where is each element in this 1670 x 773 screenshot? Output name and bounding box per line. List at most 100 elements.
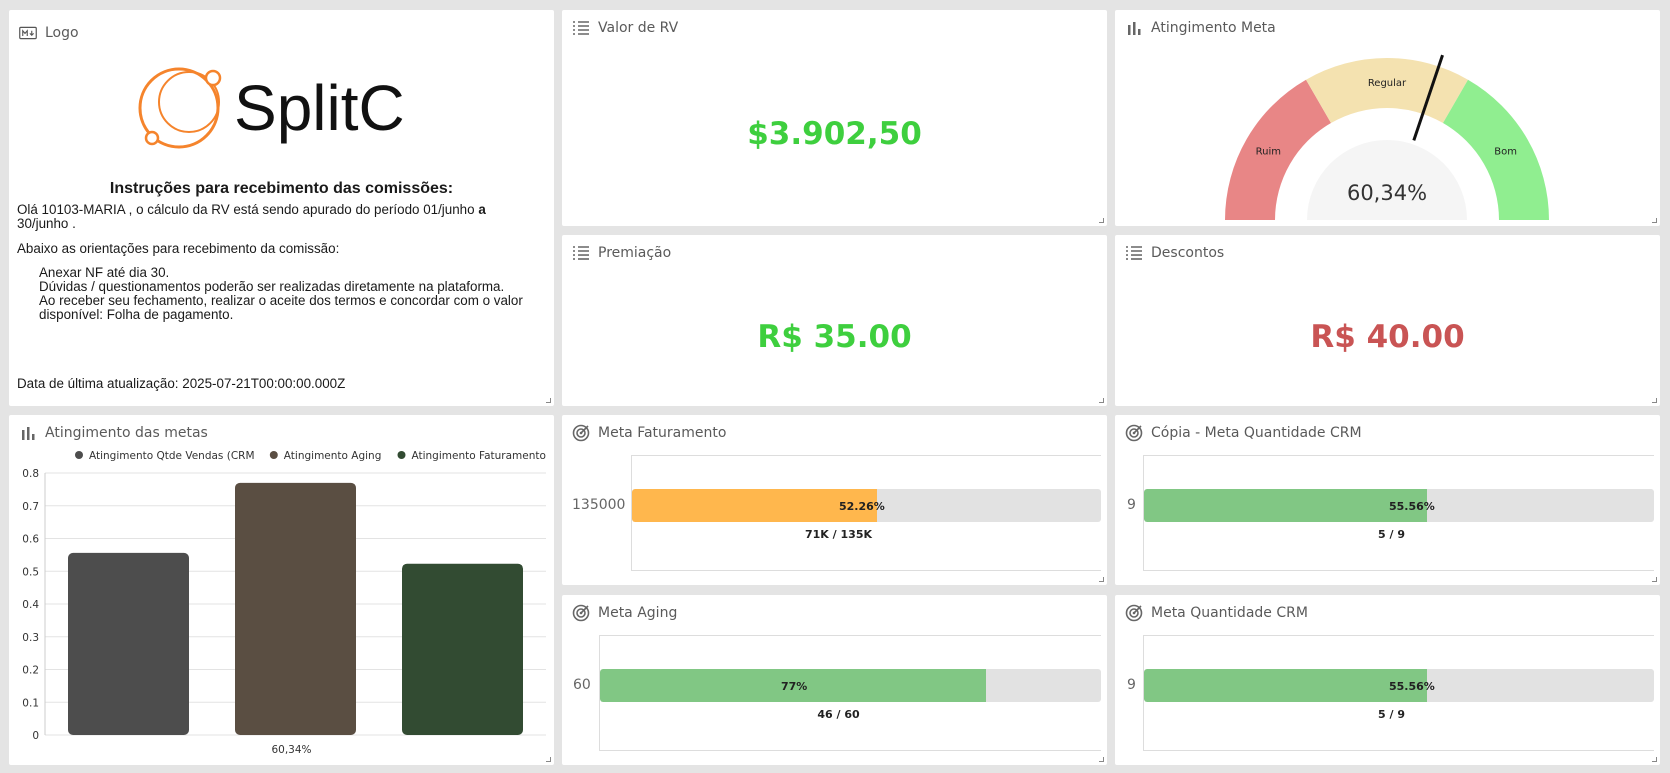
y-tick-label: 0.8 — [22, 468, 39, 480]
last-update-text: Data de última atualização: 2025-07-21T0… — [17, 376, 346, 391]
card-header: Atingimento Meta — [1125, 18, 1276, 38]
y-tick-label: 0.6 — [22, 534, 39, 546]
markdown-icon — [19, 24, 37, 42]
copia-meta-crm-card: Cópia - Meta Quantidade CRM 9 55.56% 5 /… — [1115, 415, 1660, 585]
descontos-value: R$ 40.00 — [1310, 319, 1465, 355]
bar-2 — [235, 482, 356, 735]
resize-handle[interactable] — [1099, 757, 1104, 762]
resize-handle[interactable] — [546, 757, 551, 762]
card-header: Premiação — [572, 243, 671, 263]
axis-line — [599, 635, 600, 750]
resize-handle[interactable] — [1652, 577, 1657, 582]
copia-meta-crm-title: Cópia - Meta Quantidade CRM — [1151, 425, 1362, 441]
instructions-title: Instruções para recebimento das comissõe… — [109, 180, 454, 197]
card-header: Cópia - Meta Quantidade CRM — [1125, 423, 1362, 443]
gauge-title: Atingimento Meta — [1151, 20, 1276, 36]
bar-chart: 0 0.1 0.2 0.3 0.4 0.5 0.6 0.7 0.8 Atingimento Qtd… — [22, 450, 546, 756]
legend-label: Atingimento Qtde Vendas (CRM — [89, 450, 255, 462]
resize-handle[interactable] — [1099, 218, 1104, 223]
list-icon — [572, 19, 590, 37]
descontos-title: Descontos — [1151, 245, 1225, 261]
valor-rv-value: $3.902,50 — [747, 116, 922, 152]
resize-handle[interactable] — [546, 398, 551, 403]
resize-handle[interactable] — [1652, 757, 1657, 762]
y-tick-label: 0.1 — [22, 697, 39, 709]
card-header: Meta Faturamento — [572, 423, 726, 443]
progress-track — [1144, 669, 1654, 702]
resize-handle[interactable] — [1652, 218, 1657, 223]
brand-wordmark: SplitC — [234, 72, 405, 144]
bar-chart-icon — [19, 424, 37, 442]
card-header: Meta Aging — [572, 603, 677, 623]
splitc-logo: SplitC — [134, 58, 424, 158]
legend-label: Atingimento Faturamento — [412, 450, 546, 462]
list-icon — [572, 244, 590, 262]
intro-a: a — [478, 202, 486, 217]
axis-line — [1143, 635, 1144, 750]
legend-dot — [269, 451, 278, 459]
x-axis-label: 60,34% — [271, 744, 311, 756]
axis-line — [1143, 570, 1654, 571]
y-tick-label: 0.5 — [22, 566, 39, 578]
instruction-list: Anexar NF até dia 30. Dúvidas / question… — [17, 266, 526, 322]
axis-line — [599, 635, 1101, 636]
goal-label: 135000 — [572, 497, 626, 513]
progress-subtitle: 46 / 60 — [817, 708, 860, 721]
legend-dot — [75, 451, 83, 459]
meta-faturamento-title: Meta Faturamento — [598, 425, 727, 441]
intro-text: Olá 10103-MARIA , o cálculo da RV está s… — [17, 202, 475, 217]
bar-chart-card: Atingimento das metas 0 0.1 0.2 0.3 0.4 0.5 0.… — [9, 415, 554, 765]
axis-line — [1143, 750, 1654, 751]
progress-subtitle: 71K / 135K — [805, 528, 872, 541]
progress-fill — [632, 489, 877, 522]
instructions-body: Olá 10103-MARIA , o cálculo da RV está s… — [17, 203, 526, 322]
gauge-card: Atingimento Meta Ruim Regular Bom 60,34% — [1115, 10, 1660, 226]
gauge-needle — [1412, 54, 1444, 141]
progress-percent: 55.56% — [1389, 680, 1435, 693]
valor-rv-card: Valor de RV $3.902,50 — [562, 10, 1107, 226]
goal-label: 60 — [573, 677, 591, 693]
y-tick-label: 0 — [32, 730, 39, 742]
progress-track — [632, 489, 1101, 522]
legend-label: Atingimento Aging — [284, 450, 382, 462]
resize-handle[interactable] — [1099, 398, 1104, 403]
meta-aging-card: Meta Aging 60 77% 46 / 60 — [562, 595, 1107, 765]
logo-card-header: Logo — [19, 23, 79, 43]
axis-line — [1143, 455, 1144, 570]
target-icon — [572, 424, 590, 442]
meta-crm-card: Meta Quantidade CRM 9 55.56% 5 / 9 — [1115, 595, 1660, 765]
progress-percent: 55.56% — [1389, 500, 1435, 513]
progress-fill — [1144, 489, 1427, 522]
goal-label: 9 — [1127, 497, 1136, 513]
list-item: Dúvidas / questionamentos poderão ser re… — [39, 279, 505, 294]
target-icon — [1125, 604, 1143, 622]
legend-dot — [397, 451, 406, 459]
axis-line — [631, 455, 1101, 456]
logo-card-title: Logo — [45, 25, 79, 41]
y-tick-label: 0.4 — [22, 599, 39, 611]
intro-paragraph: Olá 10103-MARIA , o cálculo da RV está s… — [17, 203, 526, 231]
progress-subtitle: 5 / 9 — [1378, 528, 1405, 541]
gauge-value: 60,34% — [1347, 181, 1427, 205]
resize-handle[interactable] — [1652, 398, 1657, 403]
gauge-segment-label: Bom — [1494, 147, 1517, 158]
progress-percent: 52.26% — [839, 500, 885, 513]
card-header: Atingimento das metas — [19, 423, 208, 443]
meta-aging-title: Meta Aging — [598, 605, 678, 621]
y-tick-label: 0.7 — [22, 501, 39, 513]
y-tick-label: 0.2 — [22, 665, 39, 677]
gauge-segment-regular — [1306, 58, 1468, 124]
premiacao-card: Premiação R$ 35.00 — [562, 235, 1107, 406]
gauge-center — [1307, 140, 1467, 220]
valor-rv-title: Valor de RV — [598, 20, 679, 36]
gauge-chart: Ruim Regular Bom 60,34% — [1225, 54, 1549, 220]
card-header: Descontos — [1125, 243, 1224, 263]
axis-line — [631, 570, 1101, 571]
resize-handle[interactable] — [1099, 577, 1104, 582]
progress-track — [1144, 489, 1654, 522]
target-icon — [572, 604, 590, 622]
gauge-segment-label: Regular — [1368, 78, 1407, 89]
y-tick-label: 0.3 — [22, 632, 39, 644]
axis-line — [1143, 455, 1654, 456]
gauge-segment-label: Ruim — [1256, 147, 1281, 158]
